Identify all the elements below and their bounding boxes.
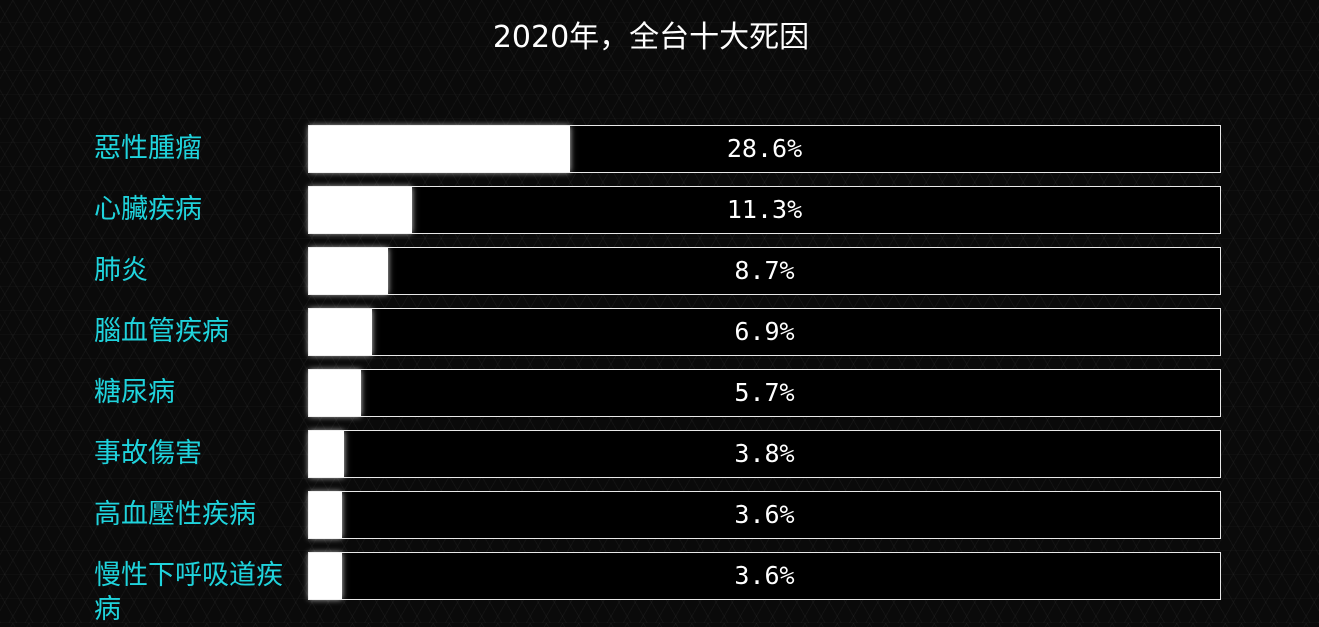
category-label: 高血壓性疾病 — [94, 499, 256, 530]
bar-row: 慢性下呼吸道疾病 3.6% — [0, 552, 1319, 625]
bar — [309, 431, 344, 477]
category-label: 肺炎 — [94, 255, 148, 286]
bar — [309, 370, 361, 416]
bar-row: 高血壓性疾病 3.6% — [0, 491, 1319, 541]
category-label: 糖尿病 — [94, 377, 175, 408]
category-label: 慢性下呼吸道疾病 — [94, 560, 283, 625]
category-label: 腦血管疾病 — [94, 316, 229, 347]
bar-row: 惡性腫瘤 28.6% — [0, 125, 1319, 175]
bar-row: 心臟疾病 11.3% — [0, 186, 1319, 236]
bar-row: 腦血管疾病 6.9% — [0, 308, 1319, 358]
data-label: 3.6% — [734, 561, 795, 590]
data-label: 5.7% — [734, 378, 795, 407]
bar-track: 28.6% — [308, 125, 1221, 173]
bar-track: 5.7% — [308, 369, 1221, 417]
bar-track: 11.3% — [308, 186, 1221, 234]
category-label: 惡性腫瘤 — [94, 133, 202, 164]
category-label: 心臟疾病 — [94, 194, 202, 225]
bar-track: 3.8% — [308, 430, 1221, 478]
bar-row: 肺炎 8.7% — [0, 247, 1319, 297]
chart-title: 2020年，全台十大死因 — [492, 20, 810, 55]
data-label: 3.6% — [734, 500, 795, 529]
bar-row: 事故傷害 3.8% — [0, 430, 1319, 480]
bar-track: 3.6% — [308, 491, 1221, 539]
bar — [309, 553, 342, 599]
data-label: 6.9% — [734, 317, 795, 346]
bar-track: 8.7% — [308, 247, 1221, 295]
bar-track: 6.9% — [308, 308, 1221, 356]
data-label: 11.3% — [726, 195, 803, 224]
bar — [309, 309, 372, 355]
bar — [309, 187, 412, 233]
data-label: 28.6% — [726, 134, 803, 163]
data-label: 8.7% — [734, 256, 795, 285]
data-label: 3.8% — [734, 439, 795, 468]
category-label: 事故傷害 — [94, 438, 202, 469]
bar-track: 3.6% — [308, 552, 1221, 600]
bar-row: 糖尿病 5.7% — [0, 369, 1319, 419]
bar — [309, 492, 342, 538]
bar — [309, 248, 388, 294]
bar — [309, 126, 570, 172]
